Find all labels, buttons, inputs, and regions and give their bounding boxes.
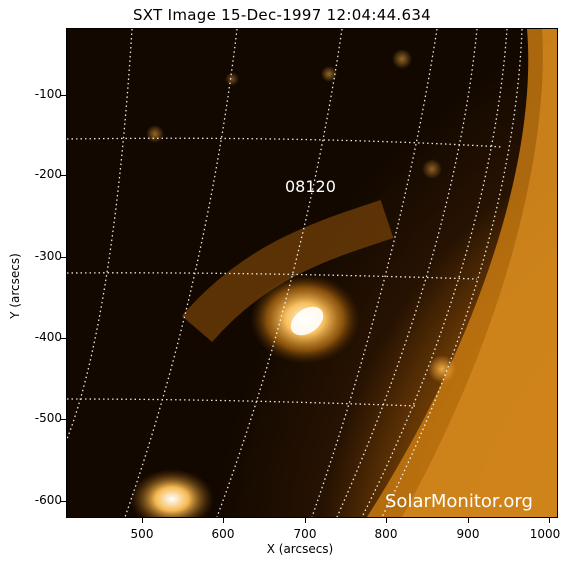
faint-blob — [392, 49, 412, 69]
x-tick-label: 500 — [130, 527, 154, 541]
y-tick-label: -200 — [34, 167, 62, 181]
y-tick-mark — [60, 175, 67, 176]
y-tick-mark — [60, 95, 67, 96]
y-tick-mark — [60, 501, 67, 502]
active-region-peak — [290, 306, 324, 336]
longitude-line — [67, 29, 133, 440]
faint-blob — [146, 125, 164, 143]
x-tick-mark — [142, 517, 143, 523]
x-tick-label: 700 — [293, 527, 317, 541]
y-tick-label: -500 — [34, 411, 62, 425]
longitude-line — [336, 29, 478, 517]
y-tick-mark — [60, 419, 67, 420]
y-tick-mark — [60, 257, 67, 258]
longitude-line — [361, 29, 508, 517]
watermark: SolarMonitor.org — [385, 491, 533, 512]
bright-region-south — [130, 469, 214, 517]
y-axis-label: Y (arcsecs) — [8, 253, 22, 319]
x-tick-label: 900 — [456, 527, 480, 541]
y-tick-label: -300 — [34, 249, 62, 263]
faint-blob — [321, 66, 337, 82]
x-tick-mark — [223, 517, 224, 523]
heliographic-grid — [67, 29, 523, 517]
longitude-line — [381, 29, 523, 517]
latitude-line — [67, 272, 478, 280]
x-tick-mark — [468, 517, 469, 523]
active-region-label: 08120 — [285, 177, 336, 196]
y-tick-label: -400 — [34, 330, 62, 344]
x-tick-label: 600 — [211, 527, 235, 541]
solar-image: 08120 SolarMonitor.org — [67, 29, 557, 517]
y-tick-label: -100 — [34, 87, 62, 101]
x-tick-mark — [386, 517, 387, 523]
y-tick-label: -600 — [34, 493, 62, 507]
coronal-loop — [181, 200, 394, 343]
x-axis-label: X (arcsecs) — [266, 542, 334, 556]
longitude-line — [216, 29, 343, 517]
latitude-line — [67, 398, 418, 407]
x-tick-mark — [305, 517, 306, 523]
y-tick-mark — [60, 338, 67, 339]
x-tick-label: 1000 — [529, 527, 561, 541]
solar-image-plot: 08120 SolarMonitor.org — [66, 28, 558, 518]
bright-point-east — [428, 355, 456, 383]
faint-blob — [422, 159, 442, 179]
limb-bright — [402, 29, 557, 517]
x-tick-label: 800 — [374, 527, 398, 541]
x-tick-mark — [549, 517, 550, 523]
image-title: SXT Image 15-Dec-1997 12:04:44.634 — [132, 6, 432, 24]
longitude-line — [311, 29, 438, 517]
faint-blob — [225, 72, 239, 86]
